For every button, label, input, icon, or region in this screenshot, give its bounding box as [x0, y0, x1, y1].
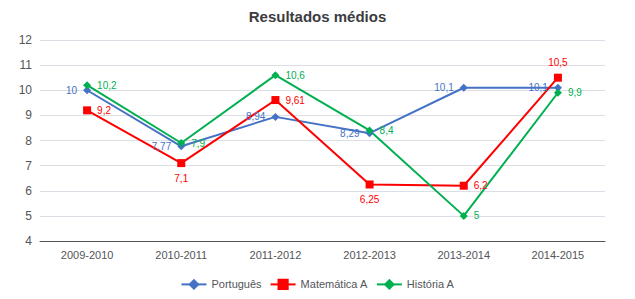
svg-text:9,61: 9,61	[285, 95, 305, 106]
svg-text:9: 9	[25, 108, 32, 122]
svg-text:7: 7	[25, 159, 32, 173]
svg-text:5: 5	[25, 209, 32, 223]
svg-text:10,5: 10,5	[548, 57, 568, 68]
svg-text:6,25: 6,25	[360, 194, 380, 205]
svg-text:7,9: 7,9	[191, 138, 205, 149]
svg-text:9,2: 9,2	[97, 105, 111, 116]
svg-text:10,1: 10,1	[528, 82, 548, 93]
svg-text:2013-2014: 2013-2014	[437, 249, 490, 261]
svg-text:História A: História A	[407, 278, 455, 290]
svg-text:10,1: 10,1	[434, 82, 454, 93]
svg-text:10,2: 10,2	[97, 80, 117, 91]
svg-text:10,6: 10,6	[285, 70, 305, 81]
svg-text:2014-2015: 2014-2015	[532, 249, 585, 261]
svg-text:2012-2013: 2012-2013	[343, 249, 396, 261]
svg-text:9,9: 9,9	[568, 87, 582, 98]
svg-text:10: 10	[66, 85, 78, 96]
svg-text:4: 4	[25, 234, 32, 248]
svg-text:12: 12	[19, 33, 33, 47]
svg-text:11: 11	[20, 58, 33, 72]
svg-text:8: 8	[25, 134, 32, 148]
svg-text:Português: Português	[211, 278, 262, 290]
svg-text:7,1: 7,1	[174, 173, 188, 184]
svg-text:7,77: 7,77	[152, 141, 172, 152]
svg-text:Resultados médios: Resultados médios	[249, 8, 387, 25]
svg-text:2009-2010: 2009-2010	[61, 249, 114, 261]
svg-text:2011-2012: 2011-2012	[250, 249, 302, 261]
svg-text:Matemática A: Matemática A	[301, 278, 368, 290]
svg-text:10: 10	[19, 83, 33, 97]
svg-text:8,29: 8,29	[340, 128, 360, 139]
svg-text:2010-2011: 2010-2011	[155, 249, 207, 261]
svg-text:5: 5	[474, 210, 480, 221]
svg-text:8,94: 8,94	[246, 111, 266, 122]
svg-text:6,2: 6,2	[474, 180, 488, 191]
svg-text:8,4: 8,4	[380, 125, 394, 136]
svg-text:6: 6	[25, 184, 32, 198]
